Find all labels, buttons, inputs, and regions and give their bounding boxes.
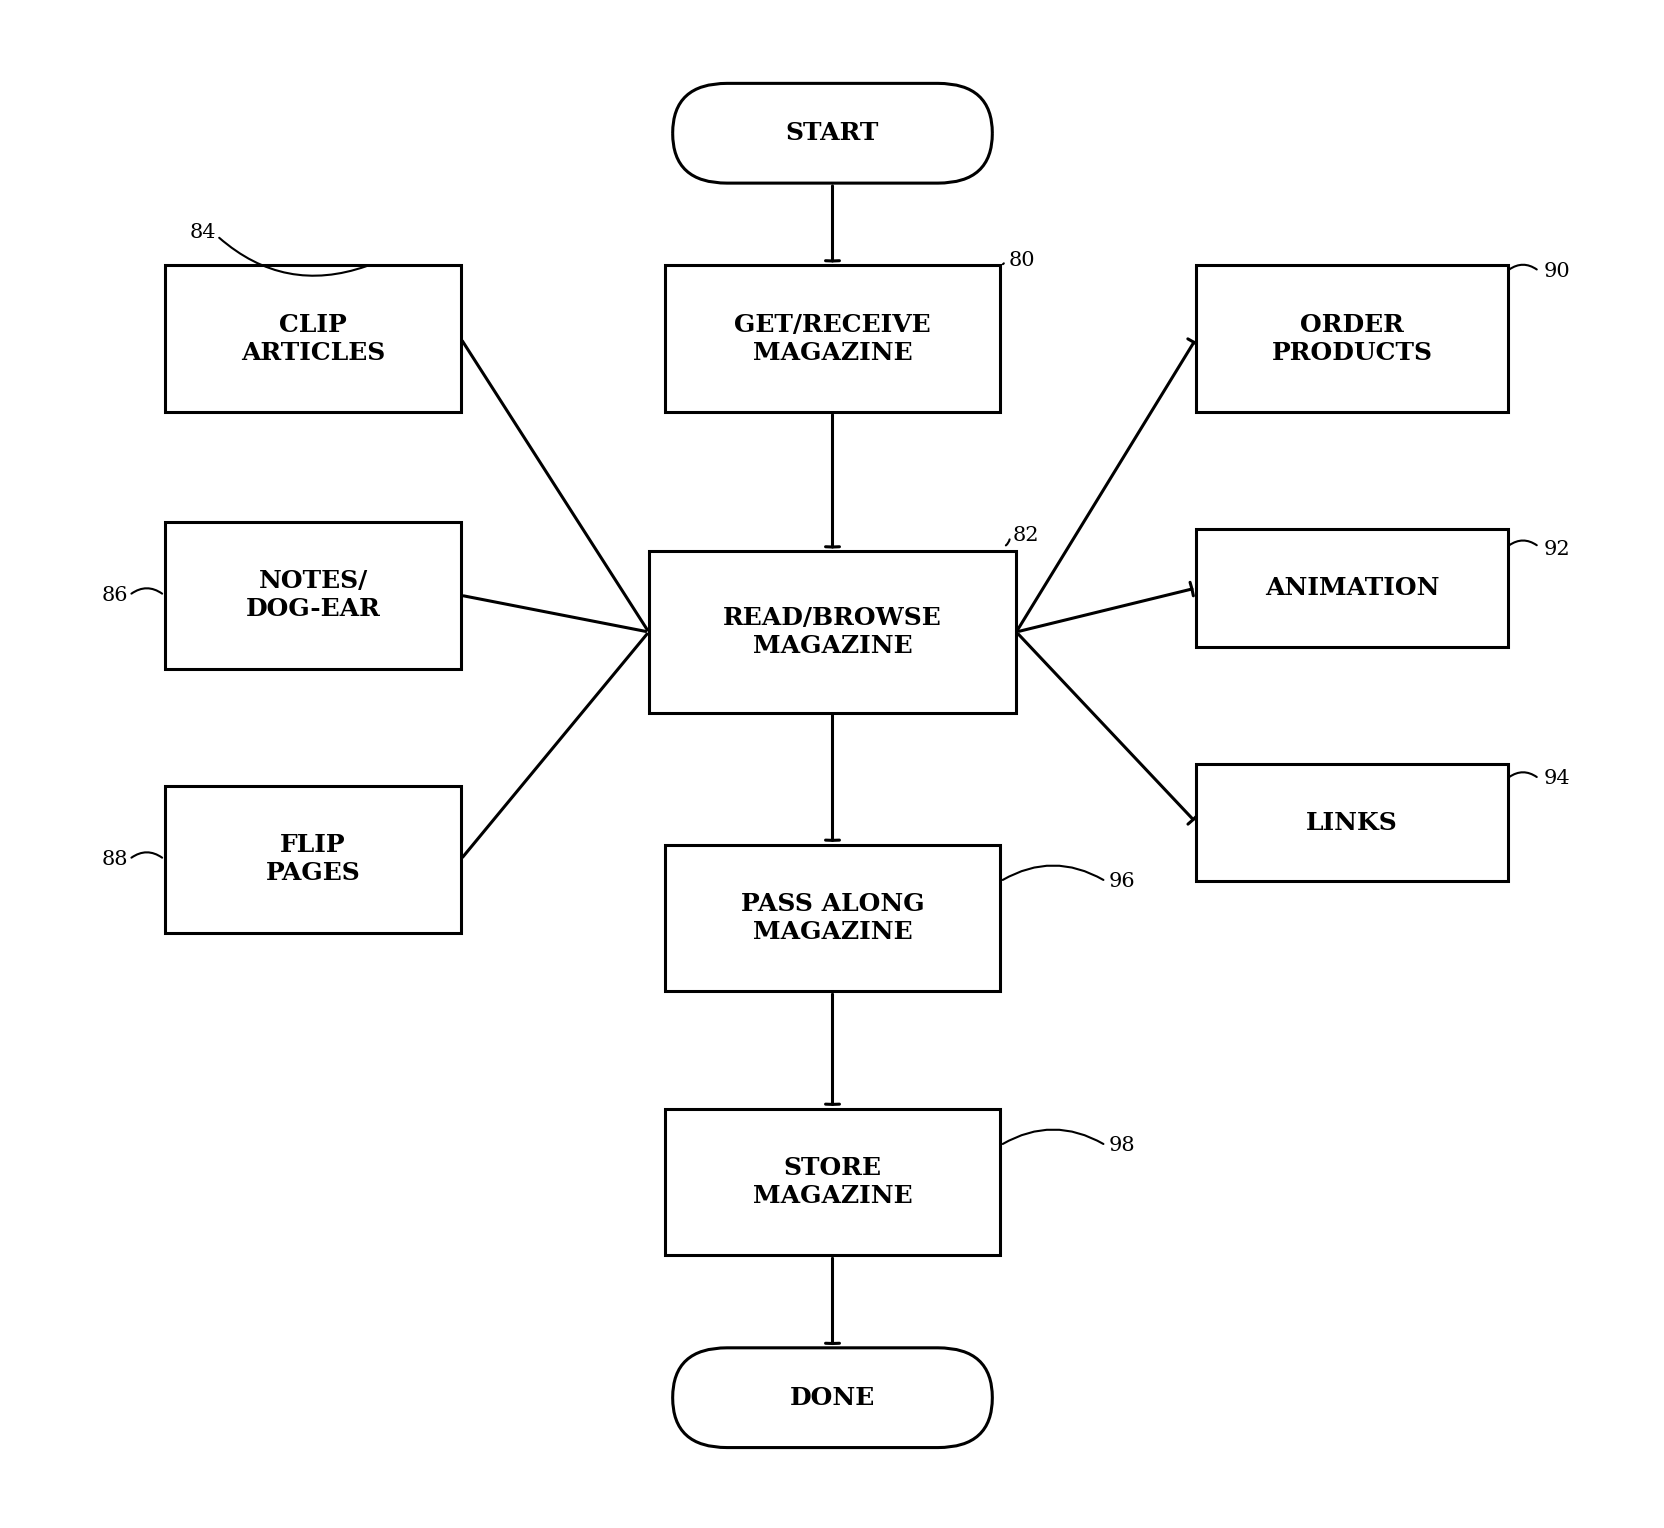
- Text: START: START: [785, 121, 879, 145]
- Text: LINKS: LINKS: [1305, 811, 1398, 834]
- Bar: [664, 1109, 1000, 1256]
- Text: 98: 98: [1108, 1135, 1135, 1155]
- Bar: [165, 523, 461, 669]
- FancyBboxPatch shape: [672, 1348, 992, 1447]
- Bar: [1195, 529, 1508, 646]
- Text: GET/RECEIVE
MAGAZINE: GET/RECEIVE MAGAZINE: [734, 313, 930, 365]
- Bar: [664, 845, 1000, 992]
- Text: READ/BROWSE
MAGAZINE: READ/BROWSE MAGAZINE: [722, 607, 942, 659]
- Text: DONE: DONE: [789, 1386, 875, 1410]
- Text: 84: 84: [190, 223, 216, 243]
- Text: 86: 86: [102, 585, 128, 605]
- Text: 80: 80: [1008, 252, 1035, 270]
- Bar: [165, 266, 461, 413]
- Text: FLIP
PAGES: FLIP PAGES: [266, 833, 359, 885]
- Bar: [649, 552, 1015, 712]
- Text: STORE
MAGAZINE: STORE MAGAZINE: [752, 1157, 912, 1209]
- Text: 88: 88: [102, 850, 128, 869]
- Text: NOTES/
DOG-EAR: NOTES/ DOG-EAR: [245, 570, 381, 622]
- Text: PASS ALONG
MAGAZINE: PASS ALONG MAGAZINE: [740, 892, 924, 944]
- Text: CLIP
ARTICLES: CLIP ARTICLES: [241, 313, 384, 365]
- Text: 94: 94: [1543, 769, 1569, 788]
- Text: ORDER
PRODUCTS: ORDER PRODUCTS: [1271, 313, 1431, 365]
- Text: 92: 92: [1543, 541, 1569, 559]
- Bar: [165, 785, 461, 932]
- Text: 96: 96: [1108, 872, 1135, 891]
- Text: ANIMATION: ANIMATION: [1265, 576, 1438, 601]
- Text: 90: 90: [1543, 261, 1569, 281]
- Text: 82: 82: [1012, 526, 1038, 544]
- Bar: [1195, 266, 1508, 413]
- Bar: [664, 266, 1000, 413]
- Bar: [1195, 764, 1508, 882]
- FancyBboxPatch shape: [672, 84, 992, 183]
